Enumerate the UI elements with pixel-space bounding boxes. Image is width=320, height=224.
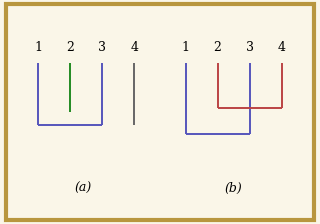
Text: 4: 4 <box>278 41 286 54</box>
Text: 3: 3 <box>99 41 106 54</box>
Text: 2: 2 <box>67 41 74 54</box>
Text: 3: 3 <box>246 41 254 54</box>
Text: 1: 1 <box>35 41 42 54</box>
Text: 1: 1 <box>182 41 189 54</box>
Text: (a): (a) <box>75 182 92 195</box>
Text: 2: 2 <box>214 41 221 54</box>
Text: (b): (b) <box>225 182 243 195</box>
Text: 4: 4 <box>131 41 139 54</box>
